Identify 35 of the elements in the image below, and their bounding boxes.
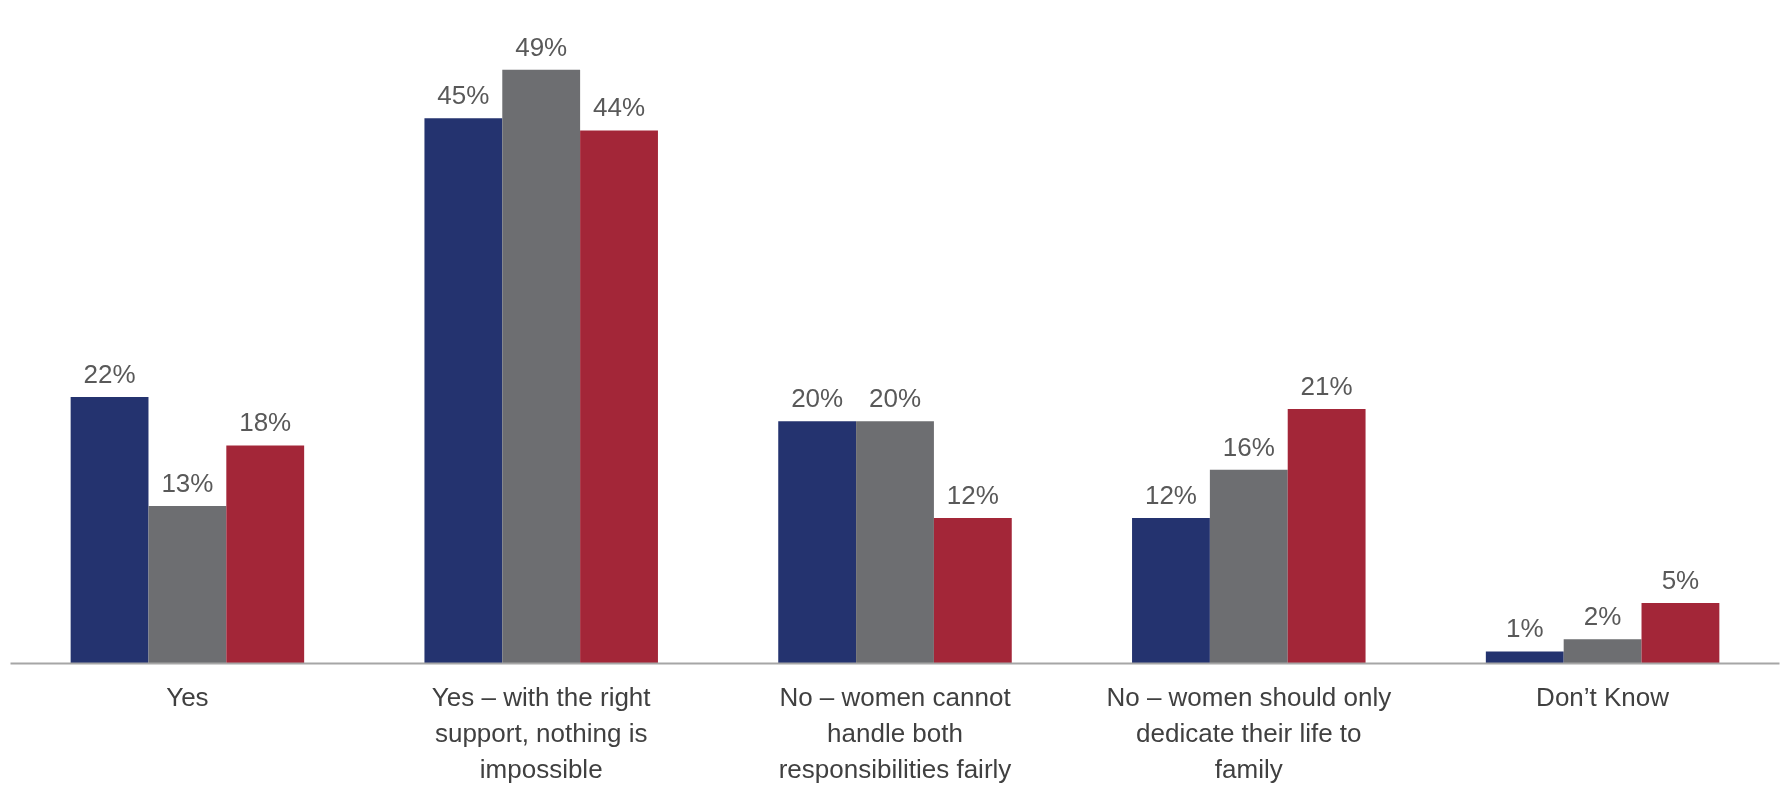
bar: [856, 421, 934, 664]
data-label: 45%: [437, 80, 490, 111]
bar: [502, 69, 581, 664]
bar: [933, 518, 1012, 664]
data-label: 44%: [593, 92, 646, 123]
x-tick-label: Yes – with the right support, nothing is impossible: [431, 681, 652, 784]
x-tick-label: No – women cannot handle both responsibilities fairly: [778, 681, 1012, 784]
data-label: 49%: [515, 31, 568, 62]
data-label: 1%: [1505, 613, 1544, 644]
bar: [1132, 518, 1210, 664]
x-tick-label: No – women should only dedicate their life to family: [1106, 681, 1392, 784]
data-label: 18%: [239, 407, 292, 438]
data-label: 13%: [161, 468, 214, 498]
data-label: 20%: [791, 383, 844, 414]
bar: [1287, 409, 1366, 664]
data-label: 21%: [1300, 371, 1353, 402]
data-label: 16%: [1222, 431, 1275, 462]
data-label: 2%: [1583, 601, 1622, 632]
x-tick-label: Don’t Know: [1536, 681, 1670, 712]
bar: [580, 130, 658, 664]
bar: [226, 445, 305, 664]
bar: [424, 118, 503, 664]
data-label: 20%: [868, 383, 922, 414]
bar: [70, 396, 149, 664]
data-label: 22%: [83, 358, 136, 389]
bar: [778, 421, 857, 664]
data-label: 12%: [946, 480, 999, 511]
x-tick-label: Yes: [166, 681, 209, 712]
bar: [1641, 602, 1720, 664]
bar: [1485, 651, 1564, 664]
data-label: 5%: [1661, 564, 1700, 595]
data-label: 12%: [1144, 480, 1197, 511]
bar: [1563, 639, 1642, 664]
bar: [148, 506, 227, 664]
bar: [1209, 469, 1288, 664]
